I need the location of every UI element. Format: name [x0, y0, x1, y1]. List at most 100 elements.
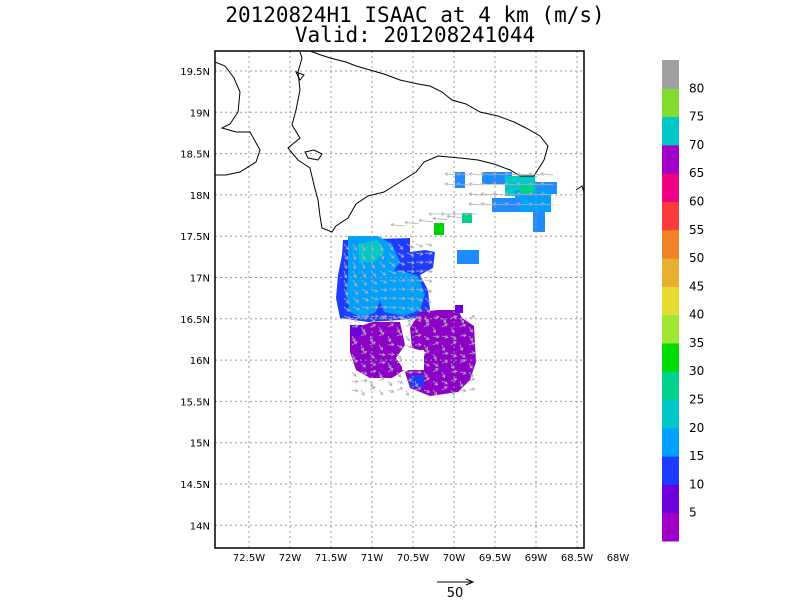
wind-vector [379, 305, 388, 310]
lon-tick-label: 70W [443, 553, 466, 564]
wind-vector [424, 269, 433, 274]
colorbar-label: 35 [689, 336, 704, 350]
colorbar-swatch [662, 286, 679, 316]
colorbar-swatch [662, 484, 679, 514]
colorbar-swatch [662, 512, 679, 542]
wind-vector [415, 243, 424, 248]
colorbar-swatch [662, 229, 679, 259]
wind-vector [415, 297, 424, 302]
wind-vector [423, 377, 430, 382]
colorbar-swatch [662, 173, 679, 202]
wind-vector [480, 172, 494, 176]
wind-vectors [343, 172, 554, 397]
wind-vector [351, 353, 356, 361]
wind-vector [361, 279, 368, 286]
wind-vector [397, 261, 406, 266]
wind-vector [414, 370, 422, 375]
lat-tick-label: 16N [190, 356, 210, 367]
wind-vector [516, 182, 530, 186]
wind-vector [450, 315, 458, 319]
wind-vector [516, 202, 530, 206]
wind-vector [459, 380, 464, 388]
haiti-coast [215, 61, 261, 176]
wind-vector [504, 182, 518, 186]
wind-vector [388, 252, 395, 259]
wind-cell [410, 375, 424, 387]
wind-vector [444, 182, 458, 186]
wind-vector [414, 333, 422, 338]
wind-vector [360, 344, 365, 352]
wind-vector [456, 172, 470, 176]
wind-vector [360, 332, 367, 337]
colorbar-label: 80 [689, 81, 704, 95]
wind-field [336, 172, 557, 396]
wind-vector [352, 279, 357, 287]
wind-vector [528, 172, 542, 176]
lat-tick-label: 16.5N [180, 315, 210, 326]
colorbar-label: 25 [689, 393, 704, 407]
wind-vector [480, 192, 494, 196]
wind-vector [397, 270, 406, 274]
wind-vector [343, 252, 348, 260]
wind-vector [370, 288, 379, 293]
island-coast [294, 71, 305, 81]
wind-vector [361, 243, 366, 252]
colorbar-swatch [662, 399, 679, 429]
wind-vector [396, 332, 404, 337]
wind-vector [504, 172, 518, 176]
wind-vector [387, 352, 395, 357]
wind-vector [441, 351, 449, 356]
wind-vector [450, 389, 455, 396]
wind-vector [468, 351, 476, 355]
wind-vector [423, 350, 430, 355]
colorbar-label: 75 [689, 110, 704, 124]
wind-vector [440, 212, 452, 216]
wind-vector [480, 202, 494, 206]
wind-vector [379, 279, 388, 284]
wind-vector [388, 243, 393, 251]
wind-vector [432, 216, 448, 221]
wind-vector [361, 288, 369, 294]
wind-vector [424, 243, 433, 247]
wind-vector [424, 260, 433, 265]
wind-vector [414, 315, 422, 320]
wind-vector [378, 326, 383, 334]
wind-cell [350, 322, 405, 378]
wind-vector [388, 315, 397, 319]
wind-vector [369, 323, 377, 328]
wind-vector [343, 279, 348, 288]
wind-vector [361, 261, 366, 270]
wind-vector [406, 315, 414, 321]
lon-tick-label: 70.5W [397, 553, 429, 564]
reference-vector: 50 [437, 578, 475, 600]
wind-vector [343, 243, 349, 250]
wind-vector [468, 192, 482, 196]
wind-vector [378, 332, 385, 337]
valid-time: Valid: 201208241044 [294, 23, 536, 47]
wind-vector [450, 335, 457, 340]
wind-vector [406, 261, 415, 265]
colorbar-label: 30 [689, 364, 704, 378]
wind-vector [378, 377, 385, 382]
colorbar-label: 40 [689, 308, 704, 322]
wind-vector [351, 371, 357, 377]
wind-vector [415, 288, 424, 292]
wind-vector [351, 317, 358, 322]
wind-vector [390, 222, 406, 227]
wind-vector [405, 323, 412, 328]
wind-vector [370, 270, 377, 277]
wind-vector [396, 315, 404, 320]
wind-vector [343, 288, 348, 296]
wind-vector [378, 344, 383, 351]
wind-vector [388, 270, 397, 275]
lat-tick-label: 15.5N [180, 397, 210, 408]
lon-tick-label: 71W [361, 553, 384, 564]
wind-vector [370, 279, 378, 285]
wind-vector [343, 261, 348, 270]
reference-arrowhead [465, 578, 475, 586]
wind-vector [388, 261, 396, 267]
wind-cell [520, 186, 534, 194]
wind-vector [423, 371, 428, 378]
wind-vector [370, 252, 375, 261]
wind-vector [397, 296, 406, 301]
